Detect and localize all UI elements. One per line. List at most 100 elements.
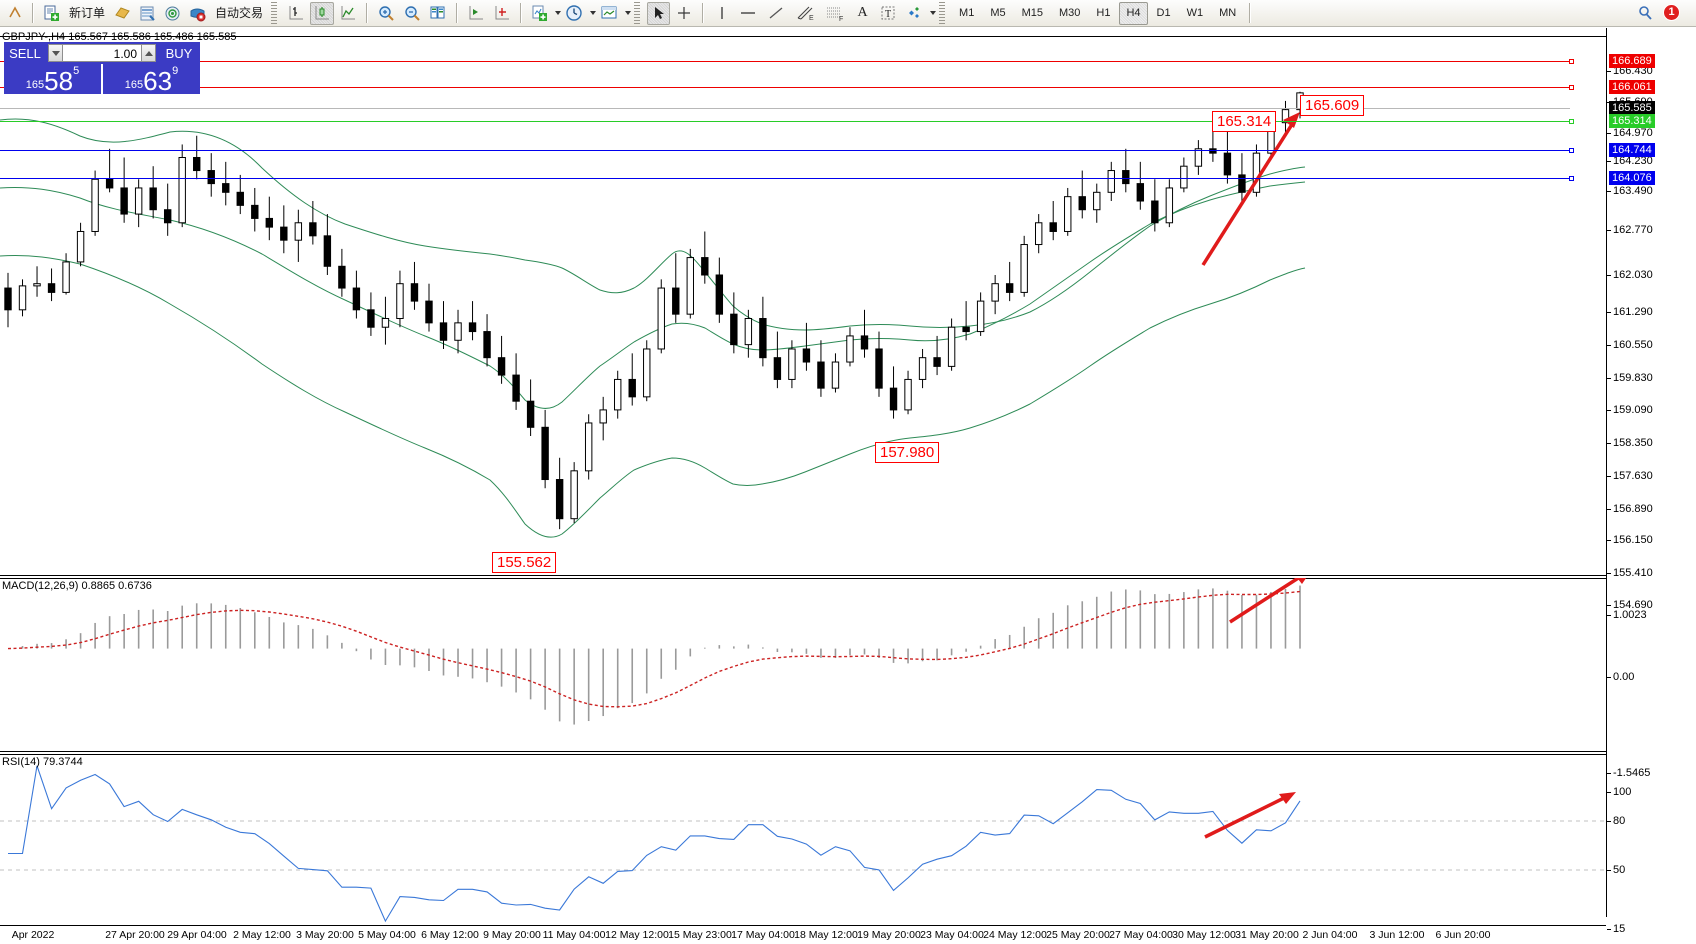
hline-handle[interactable]	[1569, 59, 1574, 64]
timeframe-d1[interactable]: D1	[1156, 6, 1171, 19]
sell-price-display[interactable]: 165 58 5	[4, 64, 101, 94]
chart-window[interactable]: GBPJPY-,H4 165.567 165.586 165.486 165.5…	[0, 27, 1696, 944]
objects-icon[interactable]	[902, 2, 926, 25]
price-tick: 156.890	[1607, 503, 1653, 515]
terminal-icon[interactable]	[111, 2, 134, 25]
buy-button[interactable]: BUY	[158, 42, 200, 64]
autotrading-icon[interactable]	[186, 2, 209, 25]
price-tick: 164.970	[1607, 127, 1653, 139]
price-pane-bottom-border	[0, 575, 1696, 576]
text-label-icon[interactable]: T	[876, 2, 900, 25]
search-icon[interactable]	[1633, 2, 1657, 25]
volume-field-group[interactable]: 1.00	[46, 42, 158, 64]
templates-icon[interactable]	[597, 2, 621, 25]
timeframe-m30[interactable]: M30	[1059, 6, 1081, 19]
price-chip: 166.689	[1609, 54, 1655, 68]
timeframe-w1[interactable]: W1	[1186, 6, 1204, 19]
bar-chart-icon[interactable]	[284, 2, 308, 25]
buy-price-display[interactable]: 165 63 9	[103, 64, 200, 94]
chart-shift-icon[interactable]	[490, 2, 514, 25]
hline-handle[interactable]	[1569, 176, 1574, 181]
hline-164-744[interactable]	[0, 148, 1574, 153]
autotrading-label[interactable]: 自动交易	[215, 5, 264, 20]
time-tick: 6 Jun 20:00	[1435, 929, 1491, 941]
hline-handle[interactable]	[1569, 85, 1574, 90]
time-tick: 27 May 04:00	[1109, 929, 1173, 941]
objects-dropdown-arrow-icon[interactable]	[930, 11, 937, 15]
price-annotation-157-980[interactable]: 157.980	[875, 442, 940, 463]
data-window-icon[interactable]	[136, 2, 159, 25]
indicators-icon[interactable]	[528, 2, 551, 25]
rsi-label: RSI(14) 79.3744	[2, 756, 83, 768]
new-order-label[interactable]: 新订单	[69, 5, 106, 20]
toolbar-grip[interactable]	[271, 2, 278, 24]
timeframe-m5[interactable]: M5	[990, 6, 1006, 19]
hline-164-076[interactable]	[0, 176, 1574, 181]
vertical-line-icon[interactable]	[710, 2, 733, 25]
price-chip: 166.061	[1609, 80, 1655, 94]
volume-input[interactable]: 1.00	[63, 44, 141, 62]
price-tick: 158.350	[1607, 437, 1653, 449]
hline-165-314[interactable]	[0, 119, 1574, 124]
price-scale[interactable]: 166.430165.690164.970164.230163.490162.7…	[1606, 28, 1696, 935]
time-tick: 5 May 04:00	[358, 929, 416, 941]
hline-166-061[interactable]	[0, 85, 1574, 90]
trend-arrow-price	[1201, 112, 1300, 266]
price-pane-canvas[interactable]	[0, 28, 1606, 575]
expert-advisor-icon[interactable]	[3, 2, 26, 25]
price-tick: 162.770	[1607, 224, 1653, 236]
volume-decrement-button[interactable]	[48, 44, 63, 62]
auto-scroll-icon[interactable]	[464, 2, 488, 25]
rsi-tick: 15	[1607, 923, 1625, 935]
svg-text:T: T	[885, 9, 891, 20]
period-icon[interactable]	[562, 2, 586, 25]
cursor-icon[interactable]	[647, 1, 671, 25]
trendline-icon[interactable]	[763, 2, 789, 25]
rsi-pane-canvas[interactable]	[0, 754, 1606, 944]
time-axis[interactable]: Apr 2022 27 Apr 20:00 29 Apr 04:00 2 May 12…	[0, 925, 1606, 944]
time-tick: 6 May 12:00	[421, 929, 479, 941]
time-tick: 12 May 12:00	[605, 929, 669, 941]
templates-dropdown-arrow-icon[interactable]	[625, 11, 632, 15]
hline-handle[interactable]	[1569, 119, 1574, 124]
zoom-out-icon[interactable]	[400, 2, 424, 25]
price-annotation-165-314[interactable]: 165.314	[1212, 111, 1277, 132]
one-click-trading-panel[interactable]: SELL 1.00 BUY 165 58 5	[4, 42, 200, 94]
price-annotation-165-609[interactable]: 165.609	[1300, 95, 1365, 116]
price-tick: 157.630	[1607, 470, 1653, 482]
navigator-icon[interactable]	[161, 2, 184, 25]
zoom-in-icon[interactable]	[374, 2, 398, 25]
time-tick: 11 May 04:00	[542, 929, 606, 941]
crosshair-icon[interactable]	[672, 2, 696, 25]
toolbar-grip-3[interactable]	[939, 2, 946, 24]
timeframe-h4[interactable]: H4	[1119, 1, 1148, 25]
line-chart-icon[interactable]	[336, 2, 360, 25]
toolbar-separator	[32, 3, 34, 23]
alerts-icon[interactable]: 1	[1659, 2, 1689, 25]
time-tick: 9 May 20:00	[483, 929, 541, 941]
macd-pane-canvas[interactable]	[0, 578, 1606, 751]
tile-windows-icon[interactable]	[426, 2, 450, 25]
text-icon[interactable]: A	[857, 5, 868, 20]
timeframe-m15[interactable]: M15	[1021, 6, 1043, 19]
new-order-icon[interactable]	[40, 2, 63, 25]
hline-166-689[interactable]	[0, 59, 1574, 64]
macd-histogram	[21, 585, 1301, 725]
time-tick: 2 May 12:00	[233, 929, 291, 941]
fibonacci-icon[interactable]: F	[821, 2, 849, 25]
period-dropdown-arrow-icon[interactable]	[590, 11, 597, 15]
horizontal-line-icon[interactable]	[735, 2, 761, 25]
toolbar-grip-2[interactable]	[634, 2, 641, 24]
equidistant-channel-icon[interactable]: E	[791, 2, 819, 25]
timeframe-mn[interactable]: MN	[1219, 6, 1237, 19]
price-tick: 156.150	[1607, 534, 1653, 546]
volume-increment-button[interactable]	[141, 44, 156, 62]
sell-button[interactable]: SELL	[4, 42, 46, 64]
timeframe-m1[interactable]: M1	[959, 6, 975, 19]
candlestick-chart-icon[interactable]	[310, 1, 335, 25]
indicators-dropdown-arrow-icon[interactable]	[555, 11, 562, 15]
rsi-line	[8, 765, 1301, 923]
hline-handle[interactable]	[1569, 148, 1574, 153]
price-annotation-155-562[interactable]: 155.562	[492, 552, 557, 573]
timeframe-h1[interactable]: H1	[1096, 6, 1111, 19]
